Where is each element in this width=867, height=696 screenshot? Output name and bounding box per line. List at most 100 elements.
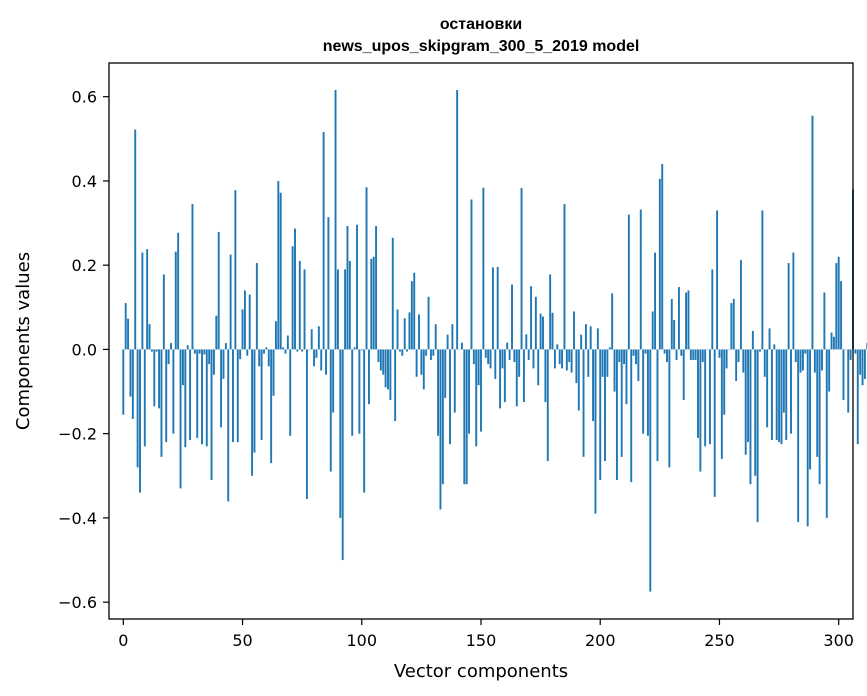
bar-295 — [825, 349, 828, 518]
bar-7 — [139, 349, 141, 493]
bar-40 — [217, 231, 220, 350]
bar-168 — [522, 349, 525, 403]
bar-59 — [263, 349, 265, 354]
bar-3 — [129, 349, 132, 397]
bar-213 — [630, 349, 633, 483]
bar-308 — [856, 349, 859, 445]
bar-302 — [842, 349, 845, 400]
bar-240 — [694, 349, 697, 360]
bar-167 — [520, 188, 523, 350]
bar-14 — [155, 349, 158, 352]
bar-88 — [332, 349, 335, 413]
bar-181 — [553, 349, 556, 369]
bar-220 — [646, 349, 649, 436]
bar-23 — [177, 232, 180, 350]
bar-193 — [582, 349, 585, 457]
bar-263 — [749, 349, 752, 485]
bar-127 — [425, 349, 428, 356]
bar-8 — [141, 252, 144, 350]
bar-210 — [623, 349, 626, 365]
bar-6 — [136, 349, 139, 468]
y-tick-label: −0.2 — [58, 425, 97, 444]
bar-21 — [172, 349, 175, 434]
bar-214 — [632, 349, 635, 356]
bar-200 — [599, 349, 602, 480]
bar-113 — [391, 237, 394, 350]
bar-208 — [618, 349, 621, 363]
bar-270 — [766, 349, 769, 428]
bar-173 — [534, 296, 537, 350]
bar-311 — [863, 349, 866, 379]
bar-252 — [723, 349, 726, 415]
bar-97 — [353, 347, 356, 350]
bar-288 — [809, 349, 812, 470]
bar-219 — [644, 349, 647, 354]
bar-280 — [790, 349, 792, 434]
bar-194 — [584, 324, 587, 350]
bar-139 — [453, 349, 456, 413]
bar-221 — [649, 349, 652, 592]
bar-87 — [329, 349, 332, 472]
bars-group — [122, 89, 867, 592]
bar-105 — [372, 256, 375, 350]
bar-46 — [232, 349, 234, 443]
bar-34 — [203, 349, 206, 355]
bar-291 — [816, 349, 819, 457]
bar-233 — [677, 287, 680, 350]
bar-153 — [487, 349, 490, 365]
bar-30 — [193, 349, 196, 354]
bar-285 — [801, 349, 804, 371]
bar-126 — [422, 349, 425, 390]
y-tick-label: 0.4 — [72, 172, 97, 191]
bar-60 — [265, 347, 268, 350]
bar-140 — [456, 89, 459, 350]
bar-204 — [608, 347, 611, 350]
bar-152 — [484, 349, 487, 358]
bar-284 — [799, 349, 802, 373]
bar-15 — [158, 349, 161, 409]
bar-275 — [778, 349, 781, 443]
bar-93 — [344, 269, 347, 350]
bar-201 — [601, 349, 604, 377]
bar-111 — [387, 349, 389, 390]
bar-65 — [277, 180, 280, 350]
bar-178 — [546, 349, 549, 462]
bar-243 — [701, 349, 704, 363]
bar-172 — [532, 349, 535, 369]
bar-77 — [305, 349, 308, 499]
bar-100 — [360, 349, 363, 351]
bar-19 — [167, 349, 170, 365]
bar-125 — [420, 349, 423, 375]
bar-37 — [210, 349, 213, 480]
bar-61 — [267, 349, 270, 367]
x-tick-label: 250 — [704, 631, 735, 650]
bar-119 — [406, 349, 409, 352]
bar-103 — [367, 349, 370, 405]
bar-83 — [320, 349, 323, 371]
bar-27 — [186, 345, 189, 350]
bar-53 — [248, 294, 251, 350]
bar-256 — [732, 298, 735, 350]
bar-154 — [489, 349, 492, 369]
bar-199 — [596, 328, 599, 350]
bar-250 — [718, 349, 721, 358]
bar-102 — [365, 187, 368, 350]
bar-145 — [468, 349, 471, 434]
bar-116 — [398, 349, 401, 352]
bar-239 — [692, 349, 695, 360]
bar-107 — [377, 349, 380, 363]
x-tick-label: 300 — [823, 631, 854, 650]
bar-183 — [558, 349, 561, 365]
bar-147 — [472, 349, 475, 365]
bar-184 — [561, 349, 564, 369]
bar-142 — [460, 342, 463, 350]
bar-20 — [170, 343, 172, 350]
bar-248 — [713, 349, 716, 497]
bar-72 — [294, 228, 296, 350]
bar-138 — [451, 324, 454, 350]
bar-33 — [201, 349, 203, 445]
bar-268 — [761, 210, 764, 350]
bar-118 — [403, 318, 406, 350]
chart-title-line1: остановки — [440, 16, 522, 33]
bar-73 — [296, 349, 299, 352]
